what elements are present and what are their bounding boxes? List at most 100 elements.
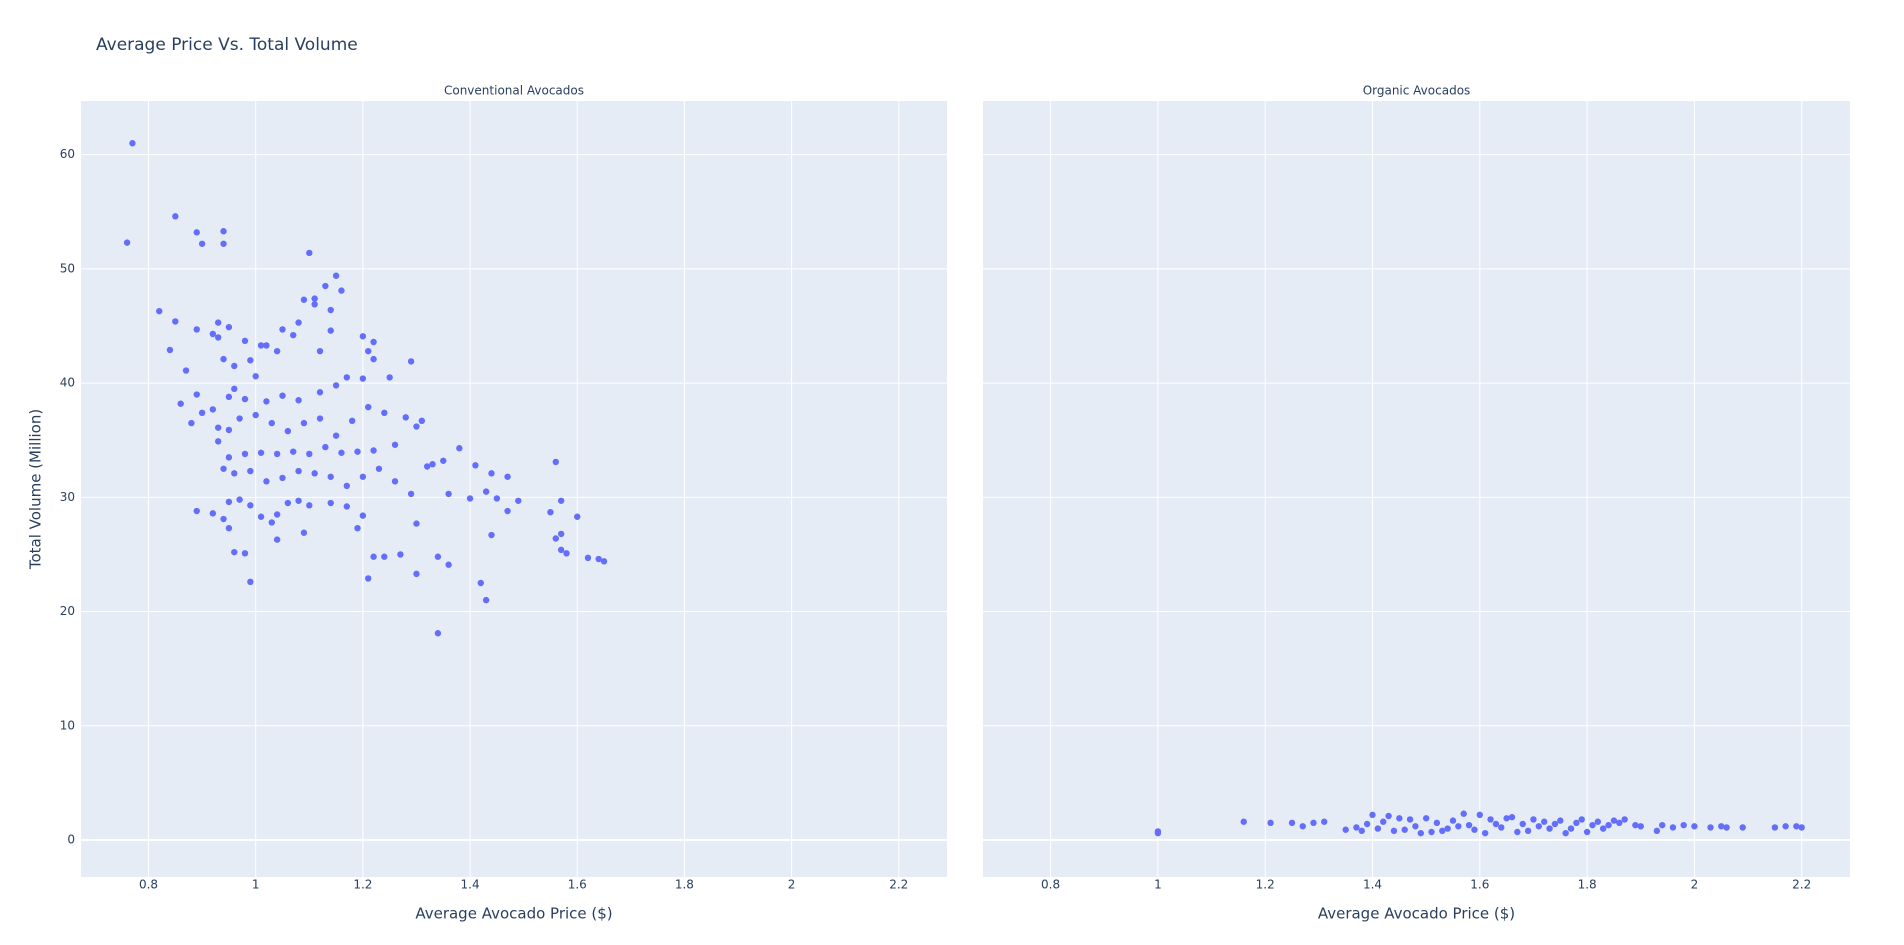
point <box>1358 827 1365 835</box>
point <box>1557 817 1564 824</box>
point <box>209 510 217 517</box>
point <box>225 426 233 434</box>
point <box>370 338 377 346</box>
point <box>1669 824 1677 831</box>
point <box>268 519 275 526</box>
point <box>193 229 200 236</box>
point <box>466 495 474 502</box>
point <box>172 213 179 220</box>
point <box>332 432 340 439</box>
point <box>332 272 340 279</box>
point <box>182 367 190 374</box>
point <box>397 551 404 558</box>
point <box>1433 819 1441 827</box>
point <box>311 470 318 477</box>
point <box>247 357 254 364</box>
point <box>1471 826 1478 833</box>
point <box>193 391 200 398</box>
point <box>311 295 318 302</box>
point <box>284 427 292 435</box>
x-tick-label: 1 <box>252 878 260 892</box>
point <box>1487 816 1494 823</box>
point <box>1723 824 1730 831</box>
point <box>156 307 163 315</box>
point <box>1551 820 1559 828</box>
point <box>488 470 495 477</box>
point <box>1562 829 1569 837</box>
y-tick-label: 20 <box>60 604 75 618</box>
point <box>423 463 431 470</box>
point <box>273 347 281 355</box>
point <box>1616 819 1623 827</box>
point <box>231 362 238 370</box>
point <box>493 495 501 502</box>
point <box>327 327 334 334</box>
point <box>1439 827 1446 835</box>
point <box>268 419 275 427</box>
x-tick-label: 1.4 <box>461 878 480 892</box>
y-tick-label: 50 <box>60 261 75 275</box>
point <box>1498 824 1505 831</box>
point <box>1514 828 1521 836</box>
point <box>316 347 324 355</box>
point <box>574 513 581 520</box>
point <box>338 449 345 456</box>
point <box>263 398 270 405</box>
point <box>306 249 313 257</box>
point <box>1540 818 1548 825</box>
point <box>1240 818 1247 825</box>
point <box>1363 820 1371 828</box>
point <box>445 561 452 568</box>
point <box>1637 823 1644 830</box>
point <box>1691 823 1698 830</box>
point <box>252 373 259 380</box>
point <box>225 393 233 401</box>
point <box>413 520 420 527</box>
point <box>220 515 227 523</box>
point <box>477 579 484 587</box>
point <box>247 502 254 509</box>
point <box>1428 828 1435 836</box>
point <box>300 529 308 536</box>
point <box>220 228 227 235</box>
point <box>225 524 233 532</box>
point <box>365 403 372 411</box>
point <box>370 553 377 560</box>
point <box>1342 826 1349 833</box>
x-tick-label: 2 <box>788 878 796 892</box>
point <box>273 450 281 458</box>
point <box>1406 816 1414 823</box>
point <box>225 454 233 461</box>
point <box>1422 815 1430 822</box>
point <box>402 414 409 421</box>
point <box>1519 820 1526 828</box>
point <box>247 578 254 586</box>
point <box>359 333 367 340</box>
point <box>284 499 292 507</box>
plot-area <box>81 101 947 877</box>
x-tick-label: 2.2 <box>889 878 908 892</box>
point <box>322 282 329 290</box>
y-axis-title: Total Volume (Million) <box>27 409 45 570</box>
point <box>198 240 206 247</box>
point <box>1718 823 1725 830</box>
point <box>1154 828 1162 835</box>
point <box>600 558 608 565</box>
point <box>252 411 259 419</box>
point <box>214 319 222 326</box>
point <box>557 546 565 554</box>
point <box>177 400 184 407</box>
point <box>193 507 200 515</box>
point <box>482 596 490 604</box>
point <box>300 296 308 303</box>
plot-area <box>983 101 1850 877</box>
point <box>295 397 302 404</box>
point <box>220 240 227 247</box>
point <box>370 447 377 454</box>
point <box>279 326 286 333</box>
point <box>1455 823 1462 830</box>
point <box>391 441 399 448</box>
point <box>1299 823 1306 830</box>
point <box>338 287 345 294</box>
point <box>407 358 415 365</box>
